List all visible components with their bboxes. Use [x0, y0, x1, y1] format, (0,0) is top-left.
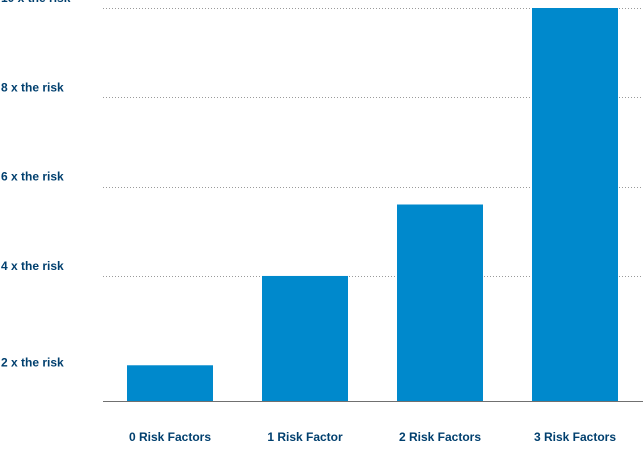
bar [532, 8, 618, 401]
bar [262, 275, 348, 401]
x-axis-tick-labels: 0 Risk Factors 1 Risk Factor 2 Risk Factor… [129, 430, 616, 444]
y-tick-label: 4 x the risk [1, 259, 64, 273]
y-axis-tick-labels: 2 x the risk 4 x the risk 6 x the risk 8 x … [1, 0, 71, 369]
x-tick-label: 3 Risk Factors [534, 430, 616, 444]
bars [127, 8, 618, 401]
bar [397, 204, 483, 401]
y-tick-label: 2 x the risk [1, 355, 64, 369]
x-tick-label: 2 Risk Factors [399, 430, 481, 444]
y-tick-label: 8 x the risk [1, 80, 64, 94]
x-tick-label: 1 Risk Factor [267, 430, 343, 444]
y-tick-label: 10 x the risk [1, 0, 71, 5]
bar [127, 365, 213, 401]
x-tick-label: 0 Risk Factors [129, 430, 211, 444]
y-tick-label: 6 x the risk [1, 170, 64, 184]
